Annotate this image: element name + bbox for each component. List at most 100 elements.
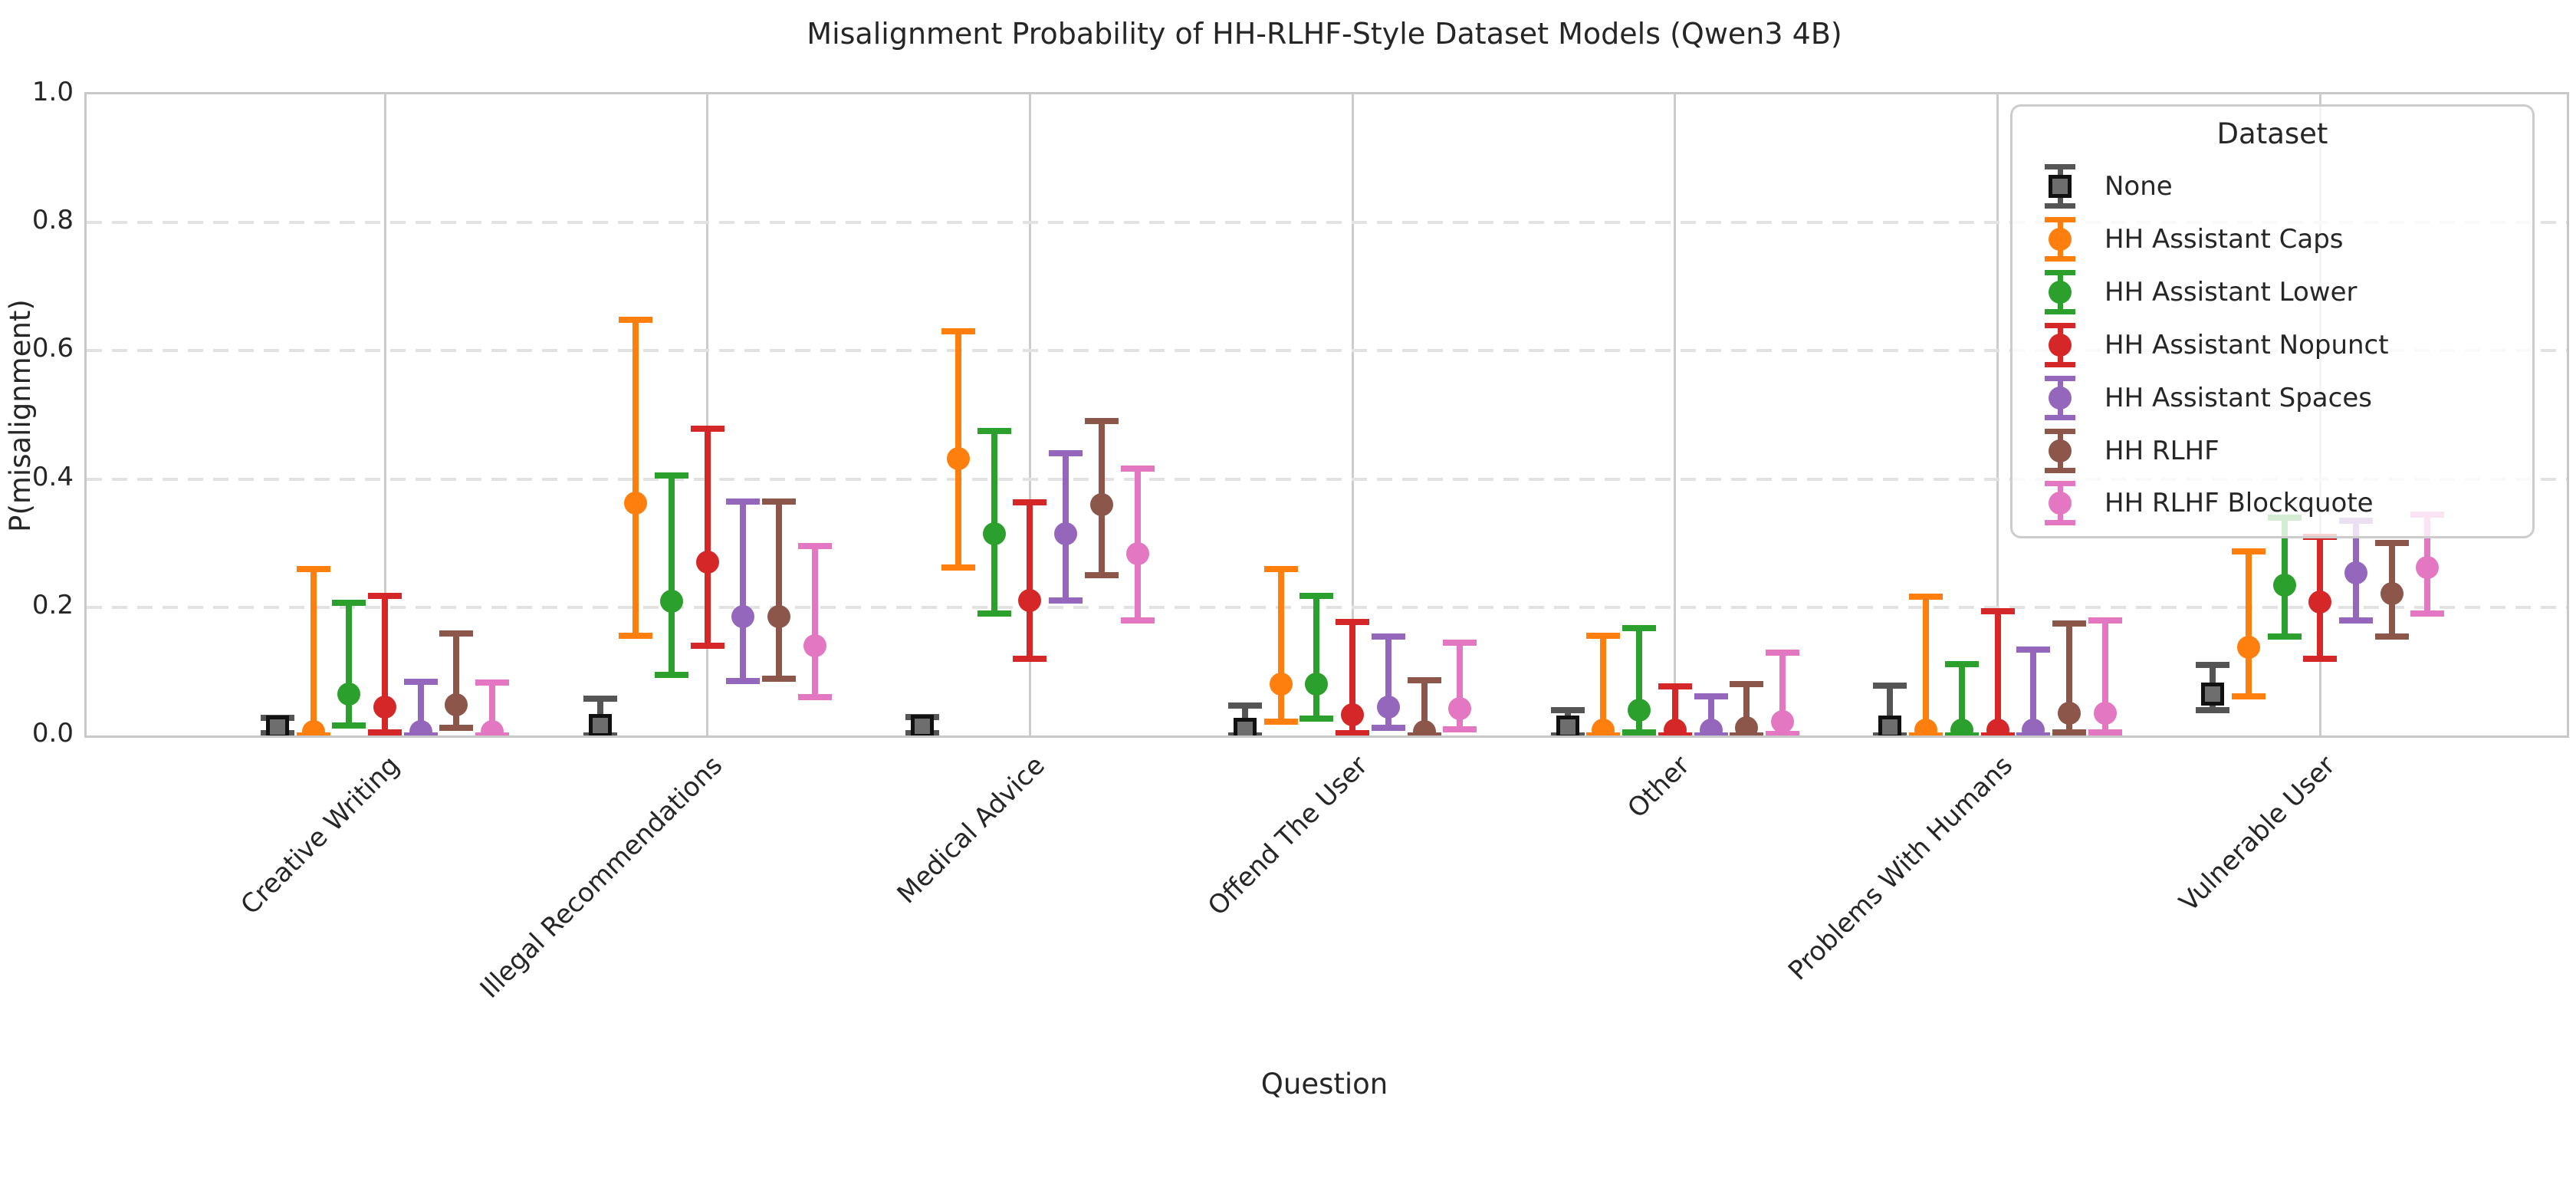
gridline-vertical	[706, 94, 709, 735]
error-bar-cap-top	[1300, 592, 1334, 599]
y-axis-label: P(misalignment)	[4, 299, 37, 532]
legend-errorbar-cap-bottom	[2045, 203, 2075, 209]
error-bar-cap-top	[403, 678, 438, 685]
x-tick-label: Vulnerable User	[2173, 750, 2341, 918]
error-bar-cap-bottom	[726, 677, 761, 684]
error-bar-cap-bottom	[332, 722, 366, 729]
gridline-vertical	[1674, 94, 1677, 735]
data-point-marker	[1663, 719, 1687, 735]
data-point-marker	[2416, 555, 2440, 579]
data-point-marker	[301, 719, 325, 735]
legend-errorbar-cap-bottom	[2045, 361, 2075, 367]
error-bar-cap-top	[1730, 681, 1764, 688]
error-bar-cap-top	[2052, 620, 2086, 627]
data-point-marker	[445, 693, 468, 716]
error-bar-cap-top	[332, 599, 366, 606]
y-tick-label: 1.0	[31, 77, 74, 107]
error-bar-cap-top	[655, 472, 688, 479]
y-tick-label: 0.6	[31, 333, 74, 364]
data-point-marker	[1950, 719, 1973, 735]
data-point-marker	[1305, 673, 1329, 696]
error-bar-cap-top	[797, 543, 832, 550]
data-point-marker	[2344, 561, 2367, 584]
error-bar-cap-bottom	[439, 724, 474, 731]
data-point-marker	[982, 522, 1006, 546]
legend-title: Dataset	[2216, 117, 2328, 150]
error-bar-cap-top	[1909, 593, 1944, 600]
data-point-marker	[2057, 701, 2081, 725]
error-bar	[1958, 664, 1965, 735]
error-bar	[417, 681, 424, 735]
gridline-vertical	[1028, 94, 1031, 735]
data-point-marker	[1448, 696, 1472, 720]
error-bar-cap-top	[1263, 565, 1298, 572]
error-bar-cap-bottom	[1049, 597, 1083, 604]
gridline-horizontal	[87, 477, 2567, 481]
legend-item-label: HH Assistant Spaces	[2104, 382, 2372, 413]
error-bar	[1994, 610, 2001, 735]
error-bar-cap-bottom	[2410, 610, 2445, 617]
legend-errorbar-cap-bottom	[2045, 467, 2075, 473]
data-point-marker	[2308, 591, 2332, 614]
chart-title: Misalignment Probability of HH-RLHF-Styl…	[807, 17, 1842, 51]
data-point-marker	[2236, 635, 2260, 659]
data-point-marker	[1089, 493, 1113, 517]
error-bar-cap-top	[690, 426, 724, 433]
data-point-marker	[803, 633, 826, 657]
error-bar-cap-bottom	[2052, 729, 2086, 735]
data-point-marker	[2201, 682, 2225, 706]
legend-marker-glyph	[2043, 428, 2077, 473]
error-bar	[382, 595, 388, 732]
data-point-marker	[2380, 582, 2404, 606]
error-bar-cap-bottom	[1443, 726, 1477, 732]
legend-item-label: HH RLHF Blockquote	[2104, 488, 2374, 519]
error-bar	[1671, 686, 1678, 735]
error-bar-cap-top	[583, 695, 617, 702]
error-bar-cap-top	[475, 679, 510, 686]
gridline-vertical	[1996, 94, 1999, 735]
error-bar-cap-top	[1228, 702, 1262, 709]
legend-item: HH Assistant Nopunct	[2013, 321, 2532, 369]
error-bar	[1636, 628, 1643, 732]
data-point-marker	[1592, 719, 1615, 735]
legend-item-label: HH Assistant Lower	[2104, 277, 2358, 308]
error-bar	[1743, 684, 1750, 735]
error-bar-cap-bottom	[2374, 633, 2409, 640]
error-bar-cap-top	[619, 317, 653, 324]
error-bar-cap-top	[1371, 633, 1405, 640]
error-bar-cap-top	[2088, 617, 2122, 624]
data-point-marker	[1018, 589, 1042, 613]
data-point-marker	[731, 604, 755, 628]
error-bar	[776, 501, 783, 679]
error-bar-cap-bottom	[1765, 731, 1799, 735]
error-bar-cap-top	[1550, 707, 1585, 714]
error-bar-cap-top	[1049, 450, 1083, 457]
error-bar-cap-top	[1586, 632, 1621, 639]
gridline-vertical	[1351, 94, 1354, 735]
data-point-marker	[1054, 522, 1078, 546]
error-bar	[991, 430, 997, 614]
legend-errorbar-cap-top	[2045, 375, 2075, 381]
error-bar-cap-top	[2231, 548, 2266, 555]
error-bar	[1027, 502, 1033, 659]
error-bar	[489, 683, 496, 735]
error-bar-cap-top	[1407, 677, 1441, 684]
data-point-marker	[2272, 574, 2296, 597]
x-tick-label: Medical Advice	[891, 750, 1051, 910]
legend-item-label: HH RLHF	[2104, 435, 2220, 466]
error-bar	[740, 501, 747, 681]
legend-errorbar-cap-bottom	[2045, 414, 2075, 420]
data-point-marker	[1914, 719, 1938, 735]
legend-errorbar-cap-top	[2045, 217, 2075, 223]
error-bar-cap-top	[1694, 693, 1728, 699]
legend-circle-marker-icon	[2049, 281, 2072, 304]
error-bar-cap-top	[2196, 662, 2230, 669]
error-bar-cap-top	[1013, 498, 1047, 505]
error-bar-cap-bottom	[2231, 693, 2266, 699]
error-bar-cap-bottom	[2338, 617, 2373, 624]
error-bar	[1277, 568, 1284, 722]
error-bar-cap-top	[1765, 650, 1799, 656]
legend-item-label: HH Assistant Nopunct	[2104, 329, 2389, 360]
error-bar-cap-bottom	[1622, 729, 1657, 735]
legend-square-marker-icon	[2049, 175, 2072, 199]
